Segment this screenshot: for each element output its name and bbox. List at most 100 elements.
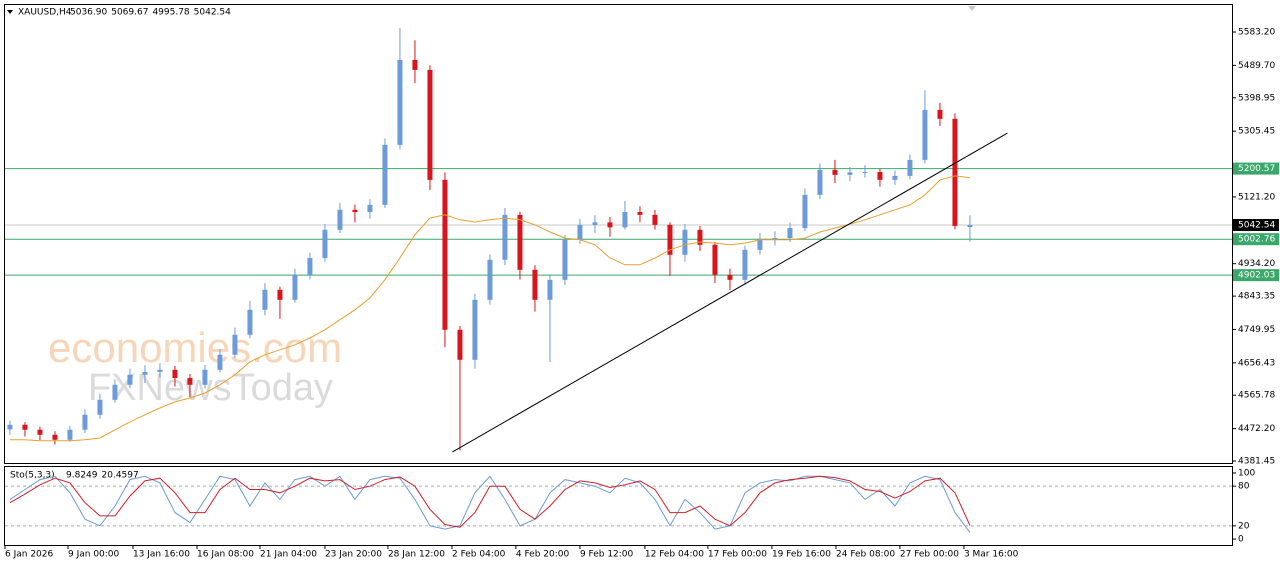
candle-body [547, 279, 553, 300]
candle-body [67, 429, 73, 440]
candle-body [262, 289, 268, 310]
menu-arrow [7, 10, 13, 14]
ohlc-value: 5069.67 [111, 8, 148, 18]
y-tick-label: 4656.43 [1238, 358, 1275, 368]
candle-body [142, 371, 148, 375]
candle-body [877, 172, 883, 180]
candle-body [427, 69, 433, 180]
x-tick-label: 3 Mar 16:00 [964, 550, 1019, 560]
candle-body [307, 258, 313, 275]
y-tick-label: 5121.20 [1238, 192, 1275, 202]
stochastic-line [9, 475, 971, 528]
candle-body [502, 214, 508, 260]
candle-body [382, 144, 388, 205]
candle-body [907, 159, 913, 176]
candle-body [457, 329, 463, 360]
candle-body [187, 377, 193, 385]
candle-body [742, 249, 748, 280]
x-tick-label: 9 Feb 12:00 [580, 550, 634, 560]
candle-body [787, 228, 793, 239]
y-tick-label: 20 [1238, 521, 1250, 531]
ohlc-value: 5036.90 [70, 8, 107, 18]
candle-body [292, 274, 298, 300]
x-tick-label: 12 Feb 04:00 [645, 550, 704, 560]
x-tick-label: 28 Jan 12:00 [388, 550, 445, 560]
candle-body [22, 424, 28, 430]
candle-body [892, 175, 898, 180]
x-tick-label: 23 Jan 20:00 [325, 550, 382, 560]
shift-marker [968, 6, 976, 11]
candle-body [112, 384, 118, 400]
x-tick-label: 4 Feb 20:00 [516, 550, 570, 560]
y-tick-label: 4749.95 [1238, 325, 1275, 335]
x-tick-label: 16 Jan 08:00 [197, 550, 254, 560]
indicator-value: 20.4597 [102, 471, 139, 481]
candle-body [697, 229, 703, 245]
price-level-label: 4902.03 [1238, 271, 1275, 281]
candle-body [652, 214, 658, 225]
candle-body [637, 211, 643, 215]
candle-body [412, 59, 418, 70]
candle-body [217, 354, 223, 370]
x-tick-label: 2 Feb 04:00 [452, 550, 506, 560]
candle-body [202, 369, 208, 385]
price-level-tag [1233, 162, 1279, 175]
candle-body [157, 369, 163, 372]
candle-body [727, 274, 733, 280]
candle-body [757, 239, 763, 250]
candle-body [352, 209, 358, 212]
candle-body [592, 222, 598, 225]
candle-body [127, 374, 133, 385]
candle-body [82, 414, 88, 430]
ohlc-value: 5042.54 [194, 8, 231, 18]
candle-body [607, 222, 613, 228]
candle-body [622, 211, 628, 228]
candle-body [397, 59, 403, 145]
main-pane-frame [4, 4, 1233, 464]
candle-body [562, 239, 568, 280]
candle-body [817, 169, 823, 195]
candle-body [532, 269, 538, 300]
candle-body [517, 214, 523, 270]
x-tick-label: 19 Feb 16:00 [772, 550, 831, 560]
candle-body [937, 109, 943, 119]
x-tick-label: 24 Feb 08:00 [836, 550, 895, 560]
y-tick-label: 4472.20 [1238, 424, 1275, 434]
x-tick-label: 21 Jan 04:00 [260, 550, 317, 560]
price-level-label: 5002.76 [1238, 235, 1275, 245]
y-tick-label: 4565.78 [1238, 391, 1275, 401]
price-level-tag [1233, 219, 1279, 232]
indicator-pane-frame [4, 466, 1233, 546]
x-tick-label: 13 Jan 16:00 [133, 550, 190, 560]
candle-body [922, 109, 928, 160]
candle-body [952, 118, 958, 226]
symbol: XAUUSD,H4 [18, 8, 72, 18]
candle-body [682, 229, 688, 255]
candle-body [487, 259, 493, 300]
trendline [452, 132, 1008, 453]
candle-body [97, 399, 103, 415]
y-tick-label: 5489.70 [1238, 61, 1275, 71]
x-tick-label: 27 Feb 00:00 [900, 550, 959, 560]
y-tick-label: 4934.20 [1238, 259, 1275, 269]
candle-body [247, 309, 253, 335]
y-tick-label: 5398.95 [1238, 93, 1275, 103]
candle-body [667, 224, 673, 255]
x-tick-label: 17 Feb 00:00 [708, 550, 767, 560]
stochastic-line [9, 475, 971, 533]
candle-body [37, 429, 43, 435]
candle-body [322, 229, 328, 259]
indicator-title: Sto(5,3,3) [10, 471, 55, 481]
price-level-tag [1233, 269, 1279, 282]
watermark: economies.com [48, 324, 342, 371]
y-tick-label: 80 [1238, 482, 1250, 492]
candle-body [472, 299, 478, 360]
indicator-value: 9.8249 [66, 471, 98, 481]
candle-body [577, 224, 583, 240]
ohlc-value: 4995.78 [152, 8, 189, 18]
y-tick-label: 4843.35 [1238, 292, 1275, 302]
candle-body [847, 172, 853, 175]
price-level-label: 5200.57 [1238, 164, 1275, 174]
